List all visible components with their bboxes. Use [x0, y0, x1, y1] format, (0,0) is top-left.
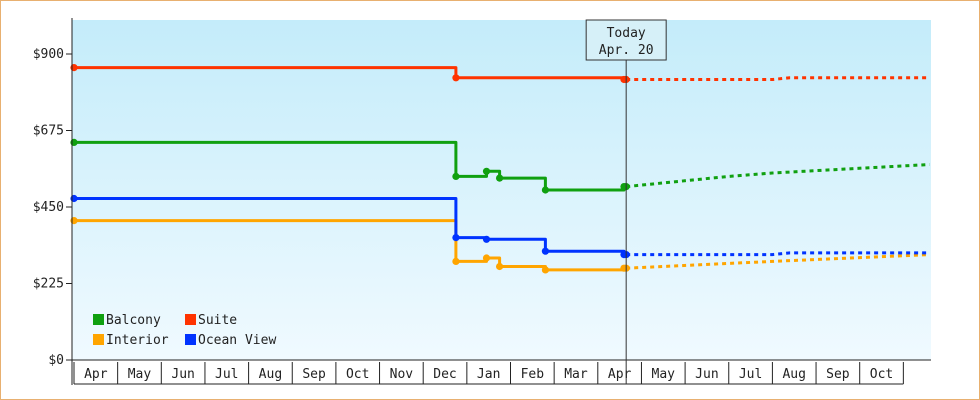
data-point-balcony	[70, 138, 78, 146]
x-tick-label: Jun	[171, 367, 194, 382]
x-tick-label: Oct	[870, 367, 893, 382]
legend-swatch-balcony	[93, 314, 104, 325]
x-tick-label: Apr	[84, 367, 108, 382]
data-point-balcony	[452, 172, 460, 180]
data-point-balcony	[482, 167, 491, 175]
x-tick-label: Nov	[390, 367, 414, 382]
x-tick-label: Feb	[521, 367, 545, 382]
x-tick-label: Jul	[215, 367, 238, 382]
data-point-ocean-view	[541, 247, 550, 255]
x-tick-label: Oct	[346, 367, 369, 382]
data-point-interior	[482, 254, 491, 262]
legend-label-balcony: Balcony	[106, 313, 161, 328]
plot-background	[72, 20, 931, 360]
x-tick-label: Sep	[302, 367, 326, 382]
series-forecast-suite	[626, 76, 930, 81]
legend-label-interior: Interior	[106, 333, 169, 348]
data-point-ocean-view	[452, 234, 460, 242]
data-point-suite	[70, 64, 78, 72]
legend-swatch-interior	[93, 334, 104, 345]
x-tick-label: May	[128, 367, 152, 382]
y-tick-label: $675	[33, 124, 64, 139]
legend-swatch-suite	[185, 314, 196, 325]
x-tick-label: Sep	[826, 367, 850, 382]
data-point-interior	[452, 257, 460, 265]
data-point-balcony	[495, 174, 504, 182]
data-point-ocean-view	[70, 194, 78, 203]
y-tick-label: $225	[33, 277, 64, 292]
legend-label-ocean-view: Ocean View	[198, 333, 276, 348]
data-point-interior	[495, 262, 504, 271]
legend-label-suite: Suite	[198, 313, 237, 328]
x-tick-label: Jul	[739, 367, 762, 382]
data-point-suite	[452, 74, 460, 82]
x-tick-label: Aug	[259, 367, 282, 382]
y-tick-label: $900	[33, 47, 64, 62]
x-tick-label: Dec	[433, 367, 456, 382]
x-tick-label: Aug	[782, 367, 805, 382]
series-forecast-ocean-view	[626, 251, 930, 257]
data-point-ocean-view	[482, 235, 491, 243]
y-tick-label: $0	[48, 353, 64, 368]
today-date: Apr. 20	[599, 43, 654, 58]
series-forecast-interior	[626, 253, 930, 270]
x-tick-label: May	[652, 367, 676, 382]
data-point-interior	[541, 266, 550, 274]
y-tick-label: $450	[33, 200, 64, 215]
legend-swatch-ocean-view	[185, 334, 196, 345]
today-label: Today	[607, 26, 646, 41]
data-point-interior	[70, 217, 78, 225]
data-point-balcony	[541, 186, 550, 194]
x-tick-label: Jun	[695, 367, 718, 382]
x-tick-label: Jan	[477, 367, 500, 382]
series-forecast-balcony	[626, 163, 930, 189]
x-tick-label: Apr	[608, 367, 632, 382]
today-box	[585, 19, 667, 61]
x-tick-label: Mar	[564, 367, 588, 382]
